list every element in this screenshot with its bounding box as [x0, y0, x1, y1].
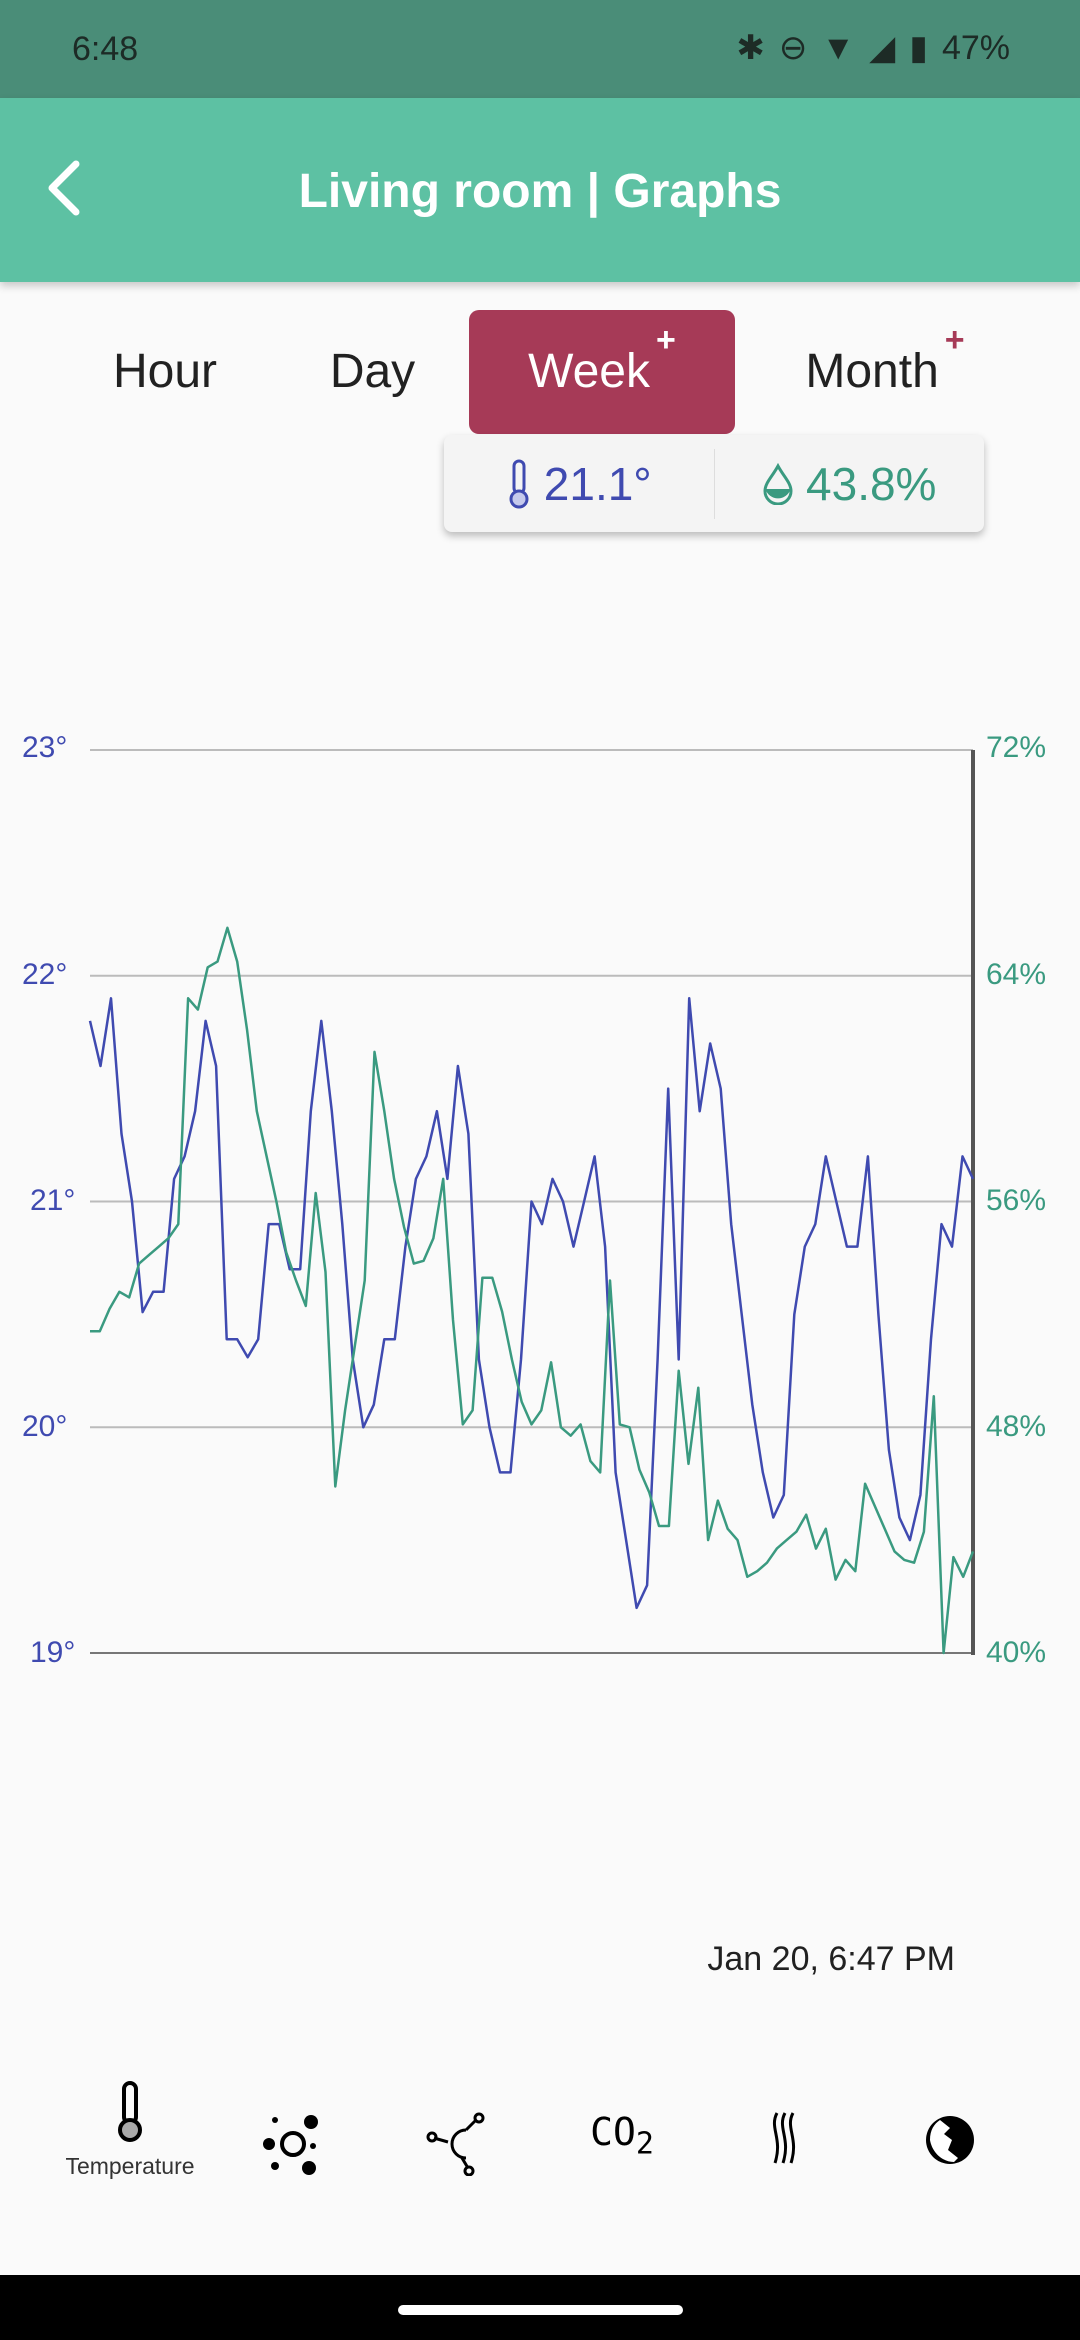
- nav-outdoor[interactable]: [885, 2112, 1015, 2173]
- signal-icon: ◢: [869, 29, 896, 67]
- humidity-series-line: [90, 926, 975, 1655]
- back-button[interactable]: [40, 148, 100, 228]
- nav-particles[interactable]: [228, 2112, 358, 2181]
- y-left-tick: 19°: [30, 1636, 76, 1669]
- globe-icon: [926, 2116, 974, 2164]
- current-humidity: 43.8%: [806, 457, 937, 510]
- thermometer-icon: [118, 2081, 142, 2142]
- week-chart[interactable]: [0, 0, 1080, 1700]
- battery-icon: ▮: [909, 29, 928, 67]
- current-values-card: 21.1° 43.8%: [444, 435, 984, 532]
- y-right-tick: 48%: [986, 1410, 1047, 1443]
- smoke-icon: [772, 2112, 796, 2164]
- molecule-icon: [426, 2112, 485, 2177]
- tab-week[interactable]: Week+: [469, 310, 735, 434]
- divider: [713, 448, 715, 519]
- status-time: 6:48: [72, 30, 139, 68]
- co2-icon: CO2: [590, 2110, 654, 2162]
- tab-month[interactable]: Month+: [770, 310, 1000, 434]
- wifi-icon: ▼: [821, 28, 856, 67]
- premium-plus-badge: +: [655, 321, 676, 359]
- system-nav-bar: [0, 2275, 1080, 2340]
- back-arrow-icon: [48, 160, 80, 216]
- app-header: Living room | Graphs: [0, 98, 1080, 282]
- y-right-tick: 40%: [986, 1636, 1047, 1669]
- humidity-drop-icon: [763, 462, 793, 505]
- tab-day[interactable]: Day: [300, 310, 445, 434]
- dnd-icon: ⊖: [778, 29, 808, 67]
- tab-label: Week: [528, 345, 650, 398]
- premium-plus-badge: +: [944, 321, 965, 359]
- status-bar: 6:48 ✱ ⊖ ▼ ◢ ▮ 47%: [0, 0, 1080, 98]
- y-right-tick: 64%: [986, 958, 1047, 991]
- tab-label: Day: [329, 345, 416, 398]
- y-left-tick: 20°: [22, 1410, 68, 1443]
- y-left-tick: 22°: [22, 958, 68, 991]
- bottom-navigation: Temperature CO2: [0, 2080, 1080, 2230]
- particles-icon: [263, 2115, 318, 2175]
- home-handle[interactable]: [398, 2305, 683, 2315]
- chart-timestamp: Jan 20, 6:47 PM: [707, 1940, 955, 1978]
- nav-smoke[interactable]: [720, 2108, 850, 2173]
- tab-label: Month: [805, 345, 939, 398]
- y-left-tick: 23°: [22, 731, 68, 764]
- period-tabs: Hour Day Week+ Month+: [0, 310, 1080, 434]
- bluetooth-icon: ✱: [736, 29, 765, 67]
- nav-temperature[interactable]: Temperature: [65, 2080, 195, 2180]
- current-temperature: 21.1°: [543, 457, 652, 510]
- temperature-series-line: [88, 997, 975, 1610]
- y-right-tick: 72%: [986, 731, 1047, 764]
- tab-hour[interactable]: Hour: [90, 310, 240, 434]
- thermometer-icon: [509, 459, 529, 508]
- nav-label: Temperature: [65, 2153, 195, 2179]
- nav-voc[interactable]: [393, 2112, 523, 2181]
- nav-co2[interactable]: CO2: [557, 2110, 687, 2162]
- page-title: Living room | Graphs: [298, 165, 782, 218]
- y-left-tick: 21°: [30, 1184, 76, 1217]
- tab-label: Hour: [112, 345, 218, 398]
- y-right-tick: 56%: [986, 1184, 1047, 1217]
- battery-percent: 47%: [941, 28, 1010, 67]
